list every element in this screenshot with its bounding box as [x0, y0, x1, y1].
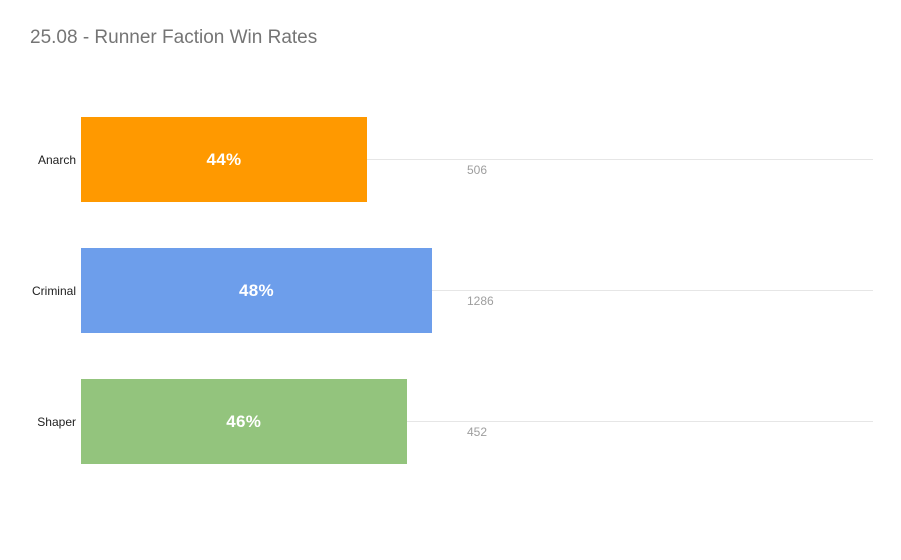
bar[interactable]: 48%: [81, 248, 432, 333]
category-label: Shaper: [37, 414, 76, 429]
row-gridline: [81, 290, 873, 291]
bar-row: Anarch 44% 506: [0, 117, 901, 202]
bar-row: Shaper 46% 452: [0, 379, 901, 464]
chart-title: 25.08 - Runner Faction Win Rates: [30, 27, 318, 48]
category-label: Anarch: [37, 152, 76, 167]
bar-row: Criminal 48% 1286: [0, 248, 901, 333]
bar-value-label: 46%: [226, 411, 262, 431]
row-track: 48% 1286: [81, 248, 873, 333]
row-gridline: [81, 421, 873, 422]
row-track: 44% 506: [81, 117, 873, 202]
bar-value-label: 48%: [238, 280, 274, 300]
games-count-label: 506: [467, 163, 488, 177]
games-count-label: 1286: [467, 294, 494, 308]
row-track: 46% 452: [81, 379, 873, 464]
bar[interactable]: 44%: [81, 117, 367, 202]
bar-rows: Anarch 44% 506 Criminal 48% 1286 Shaper …: [0, 117, 901, 510]
games-count-label: 452: [467, 425, 488, 439]
category-label: Criminal: [31, 283, 76, 298]
bar-value-label: 44%: [206, 149, 242, 169]
bar[interactable]: 46%: [81, 379, 407, 464]
row-gridline: [81, 159, 873, 160]
